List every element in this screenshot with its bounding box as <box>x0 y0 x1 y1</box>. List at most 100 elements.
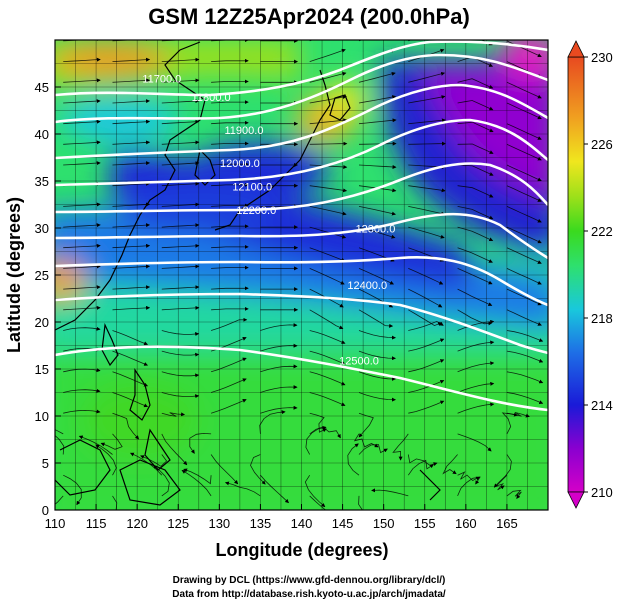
streamline <box>457 381 495 393</box>
streamline <box>183 468 212 485</box>
streamline <box>457 433 492 452</box>
contour-label: 12400.0 <box>347 280 387 292</box>
streamline <box>112 495 118 510</box>
streamline <box>211 203 249 208</box>
streamline <box>506 143 542 161</box>
y-axis: 0 5 10 15 20 25 30 35 40 45 <box>35 80 61 518</box>
streamline <box>161 264 200 269</box>
y-tick-label: 45 <box>35 80 49 95</box>
streamline <box>506 392 544 404</box>
streamline <box>210 454 239 485</box>
streamline <box>63 326 101 331</box>
x-tick-label: 165 <box>496 516 518 531</box>
colorbar-tick-label: 230 <box>591 50 613 65</box>
contour-labels: 11700.0 11800.0 11900.0 12000.0 12100.0 12200… <box>142 73 395 367</box>
streamline <box>309 185 348 193</box>
streamline <box>457 361 495 373</box>
streamline <box>506 81 542 99</box>
streamline <box>353 433 379 448</box>
streamline <box>112 305 151 311</box>
y-tick-label: 20 <box>35 315 49 330</box>
contour-label: 12100.0 <box>232 181 272 193</box>
y-tick-label: 15 <box>35 362 49 377</box>
streamline <box>457 402 495 414</box>
streamline <box>358 206 396 216</box>
colorbar-bottom-triangle <box>567 491 585 509</box>
streamline <box>161 285 200 290</box>
streamline <box>63 285 101 290</box>
colorbar-tick-label: 222 <box>591 224 613 239</box>
streamline <box>506 102 542 120</box>
credit-line-2: Data from http://database.rish.kyoto-u.a… <box>172 589 446 600</box>
y-axis-label: Latitude (degrees) <box>4 197 24 353</box>
streamline <box>211 100 249 105</box>
streamline <box>63 140 101 145</box>
streamline <box>407 454 438 466</box>
streamline <box>506 330 544 342</box>
streamline <box>408 288 443 308</box>
streamline <box>457 78 494 89</box>
streamline <box>211 58 249 63</box>
streamline <box>506 206 542 223</box>
streamline <box>55 429 64 435</box>
streamline <box>309 350 346 365</box>
streamline <box>309 141 348 146</box>
x-axis: 110 115 120 125 130 135 140 145 150 155 160 165 <box>45 504 518 531</box>
streamline <box>112 350 149 366</box>
streamline <box>408 206 446 216</box>
streamline <box>408 379 445 393</box>
streamline <box>112 392 149 408</box>
streamline <box>457 309 493 326</box>
streamline <box>392 433 409 461</box>
streamline <box>309 226 347 239</box>
streamline <box>457 121 494 133</box>
wind-streamlines <box>55 40 544 510</box>
y-tick-label: 10 <box>35 409 49 424</box>
streamline <box>161 161 200 166</box>
streamline <box>347 443 360 476</box>
streamline <box>408 185 446 193</box>
streamline <box>309 48 346 62</box>
streamline <box>408 118 446 125</box>
streamline <box>408 359 445 373</box>
streamline <box>309 95 347 104</box>
streamline <box>112 371 149 387</box>
streamline <box>457 143 494 154</box>
streamline <box>358 309 394 328</box>
x-tick-label: 135 <box>250 516 272 531</box>
streamline <box>140 454 168 467</box>
streamline <box>211 79 249 84</box>
streamline <box>161 350 200 357</box>
streamline <box>112 330 149 346</box>
streamline <box>309 268 345 285</box>
streamline <box>408 309 443 327</box>
streamline <box>358 495 363 510</box>
contour-label: 11900.0 <box>225 125 264 137</box>
streamline <box>63 368 101 373</box>
streamline <box>161 202 200 207</box>
streamline <box>211 244 249 249</box>
streamline <box>78 435 113 455</box>
x-tick-label: 150 <box>373 516 395 531</box>
contour-label: 12300.0 <box>356 224 396 236</box>
streamline <box>161 412 186 417</box>
streamline <box>457 288 493 306</box>
streamline <box>457 164 494 176</box>
x-tick-label: 115 <box>86 516 107 531</box>
contour-label: 12200.0 <box>236 205 276 217</box>
streamline <box>112 285 151 290</box>
streamline <box>161 371 200 378</box>
streamline <box>358 164 397 169</box>
streamline <box>161 119 200 125</box>
streamline <box>358 268 395 285</box>
streamline <box>181 470 212 497</box>
contour-label: 12000.0 <box>220 158 260 170</box>
streamline <box>309 392 346 407</box>
streamline <box>407 459 434 476</box>
streamline <box>260 323 298 331</box>
streamline <box>309 330 346 344</box>
streamline <box>309 495 327 510</box>
streamline <box>506 412 530 418</box>
streamline <box>63 119 101 125</box>
